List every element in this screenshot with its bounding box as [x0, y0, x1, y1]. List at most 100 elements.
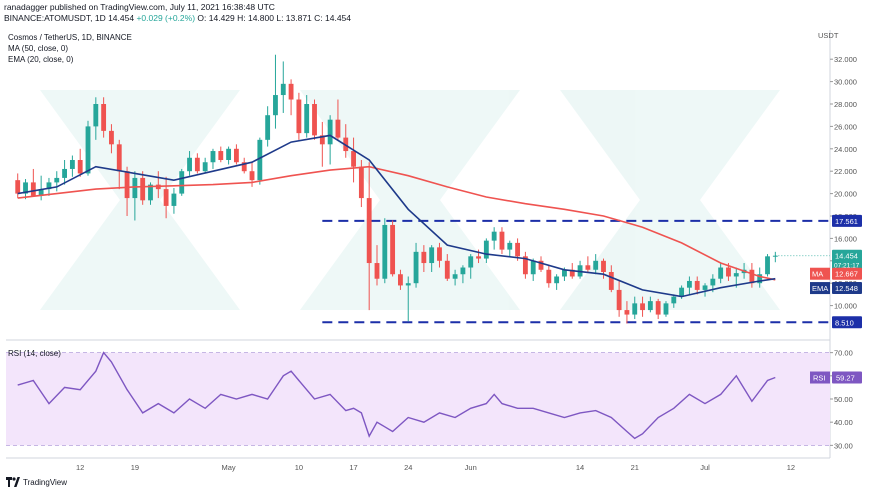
- candle-body: [366, 198, 372, 264]
- candle-body: [312, 104, 317, 136]
- candle-body: [491, 231, 497, 241]
- candle-body: [241, 162, 247, 172]
- level-badge-label: 8.510: [835, 318, 854, 327]
- candle-body: [483, 240, 489, 259]
- time-tick-label: 24: [404, 463, 412, 472]
- rsi-tag-bg: [810, 371, 830, 384]
- candle-body: [140, 177, 146, 201]
- price-pane: 10.00012.00014.00016.00018.00020.00022.0…: [15, 54, 862, 472]
- candle-body: [718, 267, 724, 279]
- rsi-line: [17, 351, 776, 440]
- candle-body: [335, 119, 341, 138]
- rsi-tick-label: 50.00: [834, 395, 853, 404]
- candle-body: [702, 285, 708, 290]
- footer-brand: TradingView: [6, 477, 67, 487]
- candle-body: [749, 269, 755, 284]
- candle-body: [671, 296, 677, 304]
- price-tick-label: 28.000: [834, 100, 857, 109]
- rsi-tick-label: 70.00: [834, 349, 853, 358]
- price-tick-label: 16.000: [834, 234, 857, 243]
- indicator-tag: MA: [812, 270, 823, 279]
- price-badge-countdown: 07:21:17: [834, 263, 860, 270]
- rsi-tag: RSI: [813, 374, 826, 383]
- price-badge: [832, 282, 862, 295]
- candle-body: [202, 162, 208, 172]
- candle-body: [476, 256, 481, 259]
- ohlc-line: BINANCE:ATOMUSDT, 1D 14.454 +0.029 (+0.2…: [4, 13, 351, 24]
- price-badge-label: 12.548: [835, 284, 858, 293]
- candle-body: [296, 99, 302, 134]
- candle-body: [710, 278, 716, 286]
- time-tick-label: Jun: [465, 463, 477, 472]
- candle-body: [679, 287, 685, 297]
- candle-body: [765, 256, 770, 275]
- candle-body: [640, 303, 645, 311]
- candle-body: [304, 104, 310, 134]
- candle-body: [148, 184, 153, 201]
- candle-body: [726, 267, 731, 277]
- price-tick-label: 20.000: [834, 190, 857, 199]
- time-tick-label: 14: [576, 463, 584, 472]
- ohlc-values: O: 14.429 H: 14.800 L: 13.871 C: 14.454: [197, 13, 352, 23]
- rsi-band: [6, 352, 830, 446]
- price-badge: [832, 267, 862, 280]
- candle-body: [38, 189, 44, 196]
- level-badge: [832, 214, 862, 227]
- candle-body: [515, 242, 521, 257]
- candle-body: [554, 276, 560, 284]
- candle-body: [616, 289, 622, 311]
- candle-body: [319, 135, 325, 145]
- candle-body: [429, 247, 435, 264]
- candle-body: [608, 272, 614, 290]
- time-tick-label: 21: [631, 463, 639, 472]
- price-badge-label: 12.667: [835, 270, 858, 279]
- price-tick-label: 22.000: [834, 167, 857, 176]
- candle-body: [171, 193, 177, 206]
- price-tick-label: 32.000: [834, 55, 857, 64]
- ohlc-change: +0.029 (+0.2%): [136, 13, 196, 23]
- candle-body: [405, 283, 411, 286]
- ema-20-line: [17, 134, 776, 298]
- candle-body: [374, 263, 380, 279]
- candle-body: [233, 148, 239, 163]
- indicator-tag-bg: [810, 267, 830, 280]
- candle-body: [757, 274, 763, 284]
- candle-body: [390, 224, 396, 275]
- tradingview-logo-icon: [6, 477, 20, 487]
- candle-body: [351, 151, 356, 167]
- rsi-tick-label: 30.00: [834, 441, 853, 450]
- candle-body: [249, 171, 255, 181]
- indicator-tag-bg: [810, 282, 830, 295]
- candle-body: [77, 160, 83, 174]
- candle-body: [116, 144, 122, 172]
- candle-body: [85, 126, 91, 174]
- watermark-logo: [40, 90, 780, 310]
- candle-body: [124, 171, 130, 199]
- candle-body: [522, 256, 528, 275]
- time-tick-label: Jul: [700, 463, 710, 472]
- candle-body: [132, 177, 138, 199]
- price-tick-label: 24.000: [834, 145, 857, 154]
- candle-body: [733, 273, 739, 277]
- candle-body: [398, 274, 403, 286]
- candle-body: [413, 251, 419, 284]
- candle-body: [226, 148, 232, 160]
- candle-body: [187, 157, 192, 172]
- candle-body: [69, 160, 75, 169]
- candle-body: [93, 104, 99, 127]
- publisher-header: ranadagger published on TradingView.com,…: [0, 0, 875, 26]
- candle-body: [62, 168, 67, 178]
- candle-body: [624, 310, 630, 315]
- candle-body: [772, 255, 778, 257]
- candle-body: [257, 139, 263, 181]
- candle-body: [382, 224, 388, 279]
- legends: Cosmos / TetherUS, 1D, BINANCE MA (50, c…: [8, 31, 839, 358]
- candle-body: [546, 269, 552, 284]
- legend-ema: EMA (20, close, 0): [8, 55, 74, 64]
- rsi-value-badge: [832, 371, 862, 384]
- candle-body: [23, 182, 28, 194]
- candle-body: [109, 130, 114, 145]
- candle-body: [437, 247, 442, 261]
